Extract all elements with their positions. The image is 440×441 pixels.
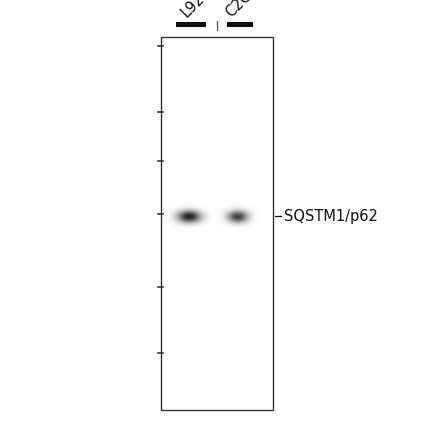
Bar (175, 37, 176, 410)
Bar (190, 37, 191, 410)
Bar (163, 37, 165, 410)
Bar (229, 37, 231, 410)
Bar (182, 37, 183, 410)
Bar (177, 37, 179, 410)
Bar (183, 37, 184, 410)
Bar (198, 37, 200, 410)
Bar (161, 37, 273, 410)
Bar (204, 37, 205, 410)
Bar (210, 37, 211, 410)
Bar (216, 37, 218, 410)
Bar (242, 37, 243, 410)
Bar (196, 37, 197, 410)
Bar (249, 37, 250, 410)
Bar (165, 37, 166, 410)
Bar (214, 37, 215, 410)
Text: 60kDa: 60kDa (114, 207, 156, 220)
Bar (168, 37, 169, 410)
Bar (224, 37, 225, 410)
Bar (211, 37, 213, 410)
Bar (201, 37, 203, 410)
Bar (255, 37, 256, 410)
Bar (169, 37, 170, 410)
Bar (213, 37, 214, 410)
Bar (235, 37, 236, 410)
Bar (161, 37, 162, 410)
Text: 75kDa: 75kDa (113, 154, 156, 168)
Text: 45kDa: 45kDa (114, 280, 156, 293)
Bar (222, 37, 224, 410)
Bar (162, 37, 163, 410)
Bar (172, 37, 173, 410)
Text: L929: L929 (179, 0, 215, 20)
Bar (264, 37, 266, 410)
Bar (241, 37, 242, 410)
Bar (239, 37, 241, 410)
Bar (220, 37, 221, 410)
Bar (215, 37, 216, 410)
Bar (208, 37, 210, 410)
Bar (205, 37, 207, 410)
Bar (232, 37, 234, 410)
Bar (180, 37, 182, 410)
Bar (267, 37, 268, 410)
Bar (207, 37, 208, 410)
Bar (259, 37, 260, 410)
Text: 140kDa: 140kDa (105, 40, 156, 53)
Bar (218, 37, 220, 410)
Bar (228, 37, 229, 410)
Bar (193, 37, 194, 410)
Bar (225, 37, 227, 410)
Bar (166, 37, 168, 410)
Bar (252, 37, 253, 410)
Bar (263, 37, 264, 410)
Bar (227, 22, 253, 27)
Bar (194, 37, 196, 410)
Bar (253, 37, 255, 410)
Bar (176, 22, 206, 27)
Bar (187, 37, 189, 410)
Bar (203, 37, 204, 410)
Bar (161, 37, 273, 410)
Bar (271, 37, 273, 410)
Bar (231, 37, 232, 410)
Bar (191, 37, 193, 410)
Bar (197, 37, 198, 410)
Bar (227, 37, 228, 410)
Bar (260, 37, 262, 410)
Bar (184, 37, 186, 410)
Text: SQSTM1/p62: SQSTM1/p62 (284, 209, 378, 224)
Bar (256, 37, 257, 410)
Bar (243, 37, 245, 410)
Bar (261, 37, 263, 410)
Bar (236, 37, 238, 410)
Bar (270, 37, 271, 410)
Bar (245, 37, 246, 410)
Bar (250, 37, 252, 410)
Bar (238, 37, 239, 410)
Bar (248, 37, 249, 410)
Text: 100kDa: 100kDa (105, 106, 156, 119)
Bar (173, 37, 175, 410)
Bar (234, 37, 235, 410)
Bar (186, 37, 187, 410)
Bar (176, 37, 177, 410)
Bar (266, 37, 267, 410)
Bar (179, 37, 180, 410)
Bar (246, 37, 248, 410)
Text: C2C12: C2C12 (223, 0, 268, 20)
Bar (268, 37, 270, 410)
Bar (189, 37, 190, 410)
Bar (257, 37, 259, 410)
Bar (200, 37, 201, 410)
Text: 35kDa: 35kDa (113, 346, 156, 359)
Bar (170, 37, 172, 410)
Bar (221, 37, 222, 410)
